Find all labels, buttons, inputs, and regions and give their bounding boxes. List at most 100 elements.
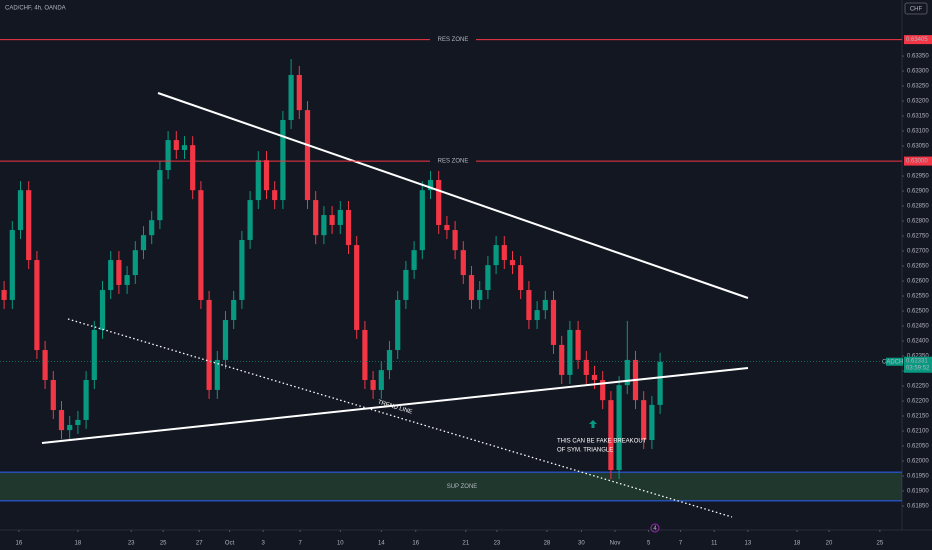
y-tick-label: 0.62850 [907, 204, 929, 210]
price-tag-label: 0.63000 [906, 159, 928, 165]
candle-body [288, 74, 294, 120]
event-marker[interactable]: 4 [653, 526, 657, 532]
candle-body [190, 145, 196, 191]
candle-body [50, 380, 56, 411]
y-tick-label: 0.62800 [907, 219, 929, 225]
candle-body [493, 245, 499, 266]
candle-body [575, 329, 581, 360]
candle-body [198, 190, 204, 300]
y-tick-label: 0.62150 [907, 414, 929, 420]
candle-body [345, 209, 352, 246]
candle-body [157, 170, 163, 221]
candle-body [17, 190, 24, 231]
y-tick-label: 0.62750 [907, 234, 929, 240]
x-tick-label: 25 [877, 541, 884, 547]
candle-body [362, 329, 368, 381]
y-tick-label: 0.62700 [907, 249, 929, 255]
candle-body [501, 245, 507, 261]
candle-body [608, 400, 614, 471]
candle-body [337, 209, 343, 225]
candle-body [34, 260, 40, 351]
candle-body [91, 329, 97, 381]
candle-body [132, 250, 138, 276]
candle-body [75, 419, 81, 426]
event-icon[interactable] [650, 523, 660, 533]
x-tick-label: 28 [544, 541, 551, 547]
candle-body [42, 350, 48, 381]
candle-body [304, 110, 311, 201]
y-tick-label: 0.63350 [907, 54, 929, 60]
candle-body [329, 215, 335, 225]
x-tick-label: 18 [75, 541, 82, 547]
y-tick-label: 0.63050 [907, 144, 929, 150]
y-tick-label: 0.63200 [907, 99, 929, 105]
x-tick-label: 18 [794, 541, 801, 547]
candle-body [641, 400, 647, 441]
candle-body [149, 220, 155, 236]
candle-body [616, 385, 622, 471]
y-tick-label: 0.62600 [907, 279, 929, 285]
candle-body [526, 290, 532, 321]
candle-body [583, 359, 589, 375]
candle-body [477, 290, 483, 300]
annotation: THIS CAN BE FAKE BREAKOUT [557, 439, 647, 445]
x-tick-label: 30 [578, 541, 585, 547]
candle-body [657, 361, 663, 405]
candle-body [255, 160, 261, 201]
x-tick-label: 11 [711, 541, 718, 547]
y-tick-label: 0.61850 [907, 504, 929, 510]
x-tick-label: 23 [128, 541, 135, 547]
candle-body [296, 74, 302, 111]
candle-body [206, 299, 212, 390]
candle-body [83, 380, 89, 420]
y-tick-label: 0.62450 [907, 324, 929, 330]
candle-body [395, 299, 401, 351]
x-tick-label: 25 [160, 541, 167, 547]
candle-body [26, 190, 32, 261]
symbol-tag [886, 357, 903, 366]
x-tick-label: 7 [679, 541, 683, 547]
candle-body [116, 260, 122, 285]
candle-body [624, 359, 630, 386]
y-tick-label: 0.61950 [907, 474, 929, 480]
countdown: 03:59:52 [906, 365, 930, 371]
level-label: RES ZONE [438, 37, 469, 43]
candle-body [509, 260, 516, 266]
candle-body [427, 179, 434, 191]
x-tick-label: 3 [262, 541, 266, 547]
candle-body [173, 140, 179, 150]
candle-body [181, 145, 188, 150]
y-tick-label: 0.62950 [907, 174, 929, 180]
candle-body [99, 290, 106, 330]
chart-title: CAD/CHF, 4h, OANDA [5, 6, 66, 12]
candle-body [452, 230, 458, 251]
currency[interactable]: CHF [910, 7, 923, 13]
candle-body [1, 290, 7, 300]
candle-body [222, 320, 229, 360]
support-zone [0, 472, 902, 501]
candle-body [649, 404, 655, 441]
candle-body [591, 374, 598, 381]
trend-line [41, 367, 749, 444]
y-tick-label: 0.62650 [907, 264, 929, 270]
candle-body [559, 344, 565, 375]
candle-body [247, 200, 253, 240]
x-tick-label: 20 [826, 541, 833, 547]
y-tick-label: 0.61900 [907, 489, 929, 495]
candle-body [436, 179, 442, 225]
y-tick-label: 0.62100 [907, 429, 929, 435]
plot: SUP ZONE [0, 59, 902, 502]
candle-body [9, 230, 15, 300]
symbol-label: CADCHF [882, 359, 907, 365]
candle-body [386, 350, 393, 371]
x-tick-label: 16 [412, 541, 419, 547]
y-tick-label: 0.63300 [907, 69, 929, 75]
candle-body [600, 380, 606, 401]
candle-body [263, 160, 270, 191]
candle-body [124, 275, 130, 285]
x-tick-label: 13 [744, 541, 751, 547]
candle-body [67, 425, 73, 431]
currency-box[interactable] [904, 2, 928, 15]
candle-body [550, 299, 557, 345]
